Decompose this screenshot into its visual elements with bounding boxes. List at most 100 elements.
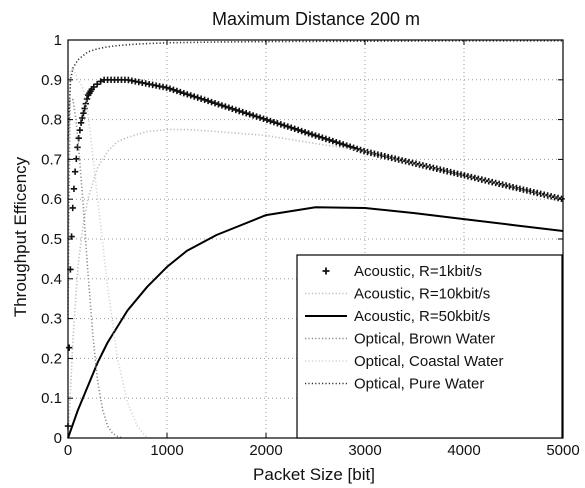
data-point [308,131,316,138]
data-point [284,123,291,130]
x-tick-label: 2000 [249,442,282,459]
data-point [471,174,479,182]
legend-label: Acoustic, R=10kbit/s [354,286,490,303]
x-axis-title: Packet Size [bit] [253,465,375,484]
data-point [204,97,212,105]
y-tick-label: 0.4 [41,271,62,288]
legend-label: Optical, Coastal Water [354,353,504,370]
data-point [326,136,333,144]
y-tick-label: 0 [54,430,62,447]
data-point [194,94,201,101]
chart-title: Maximum Distance 200 m [212,9,420,29]
data-point [222,103,229,110]
data-point [260,115,267,123]
legend-label: Acoustic, R=50kbit/s [354,308,490,325]
data-point [69,204,76,212]
x-tick-label: 5000 [546,442,579,459]
data-point [315,133,323,140]
data-point [249,112,257,119]
data-point [243,110,250,117]
data-point [426,163,434,171]
y-tick-label: 0.6 [41,191,62,208]
data-point [73,155,80,162]
data-point [291,125,298,133]
data-point [232,106,240,114]
data-point [215,101,222,108]
data-point [225,104,233,111]
data-point [322,135,330,143]
y-axis-title: Throughput Efficency [11,156,30,317]
data-point [163,84,170,91]
data-point [184,91,191,98]
data-point [357,146,364,154]
data-point [319,134,326,141]
y-tick-label: 0.5 [41,231,62,248]
data-point [211,100,219,107]
data-point [294,126,302,134]
data-point [298,127,305,135]
legend-label: Acoustic, R=1kbit/s [354,263,482,280]
data-point [187,92,194,99]
series-line-1 [67,128,564,439]
data-point [267,117,274,125]
data-point [90,83,97,91]
series-line-3 [67,98,123,439]
data-point [353,145,361,153]
data-point [281,122,288,129]
data-point [239,108,246,116]
x-tick-label: 0 [64,442,72,459]
data-point [218,102,226,109]
data-point [305,130,312,137]
data-point [79,114,86,122]
data-point [312,132,319,139]
x-tick-label: 4000 [447,442,480,459]
data-point [80,110,87,117]
data-point [197,95,205,102]
data-point [77,119,85,126]
data-point [173,87,181,95]
data-point [398,157,406,164]
y-tick-label: 1 [54,32,62,49]
data-point [74,144,81,151]
data-point [236,107,243,115]
data-point [191,93,198,100]
data-point [208,98,215,106]
data-point [180,89,188,97]
data-point [81,105,88,112]
series-line-4 [67,67,148,439]
series-line-5 [67,40,563,140]
legend-swatch [322,267,330,275]
y-tick-label: 0.7 [41,151,62,168]
data-point [499,181,506,188]
data-point [340,141,347,148]
data-point [177,88,184,96]
y-tick-label: 0.8 [41,112,62,129]
data-point [336,140,343,147]
data-point [71,168,79,175]
data-point [329,137,337,145]
data-point [246,111,253,118]
data-point [97,78,104,85]
legend-box [296,254,563,439]
legend-label: Optical, Pure Water [354,376,484,393]
data-point [65,344,73,351]
y-tick-label: 0.3 [41,311,62,328]
data-point [263,116,271,124]
data-point [83,95,91,103]
series-layer [64,40,565,439]
data-point [253,113,260,120]
data-point [229,105,236,112]
x-tick-label: 3000 [348,442,381,459]
data-point [301,128,309,136]
data-point [70,185,78,193]
data-point [170,86,177,94]
y-tick-label: 0.9 [41,72,62,89]
y-tick-label: 0.2 [41,350,62,367]
data-point [201,96,208,104]
data-point [288,124,295,131]
data-point [256,114,264,121]
legend-label: Optical, Brown Water [354,331,495,348]
data-point [94,80,101,88]
data-point [350,144,357,151]
